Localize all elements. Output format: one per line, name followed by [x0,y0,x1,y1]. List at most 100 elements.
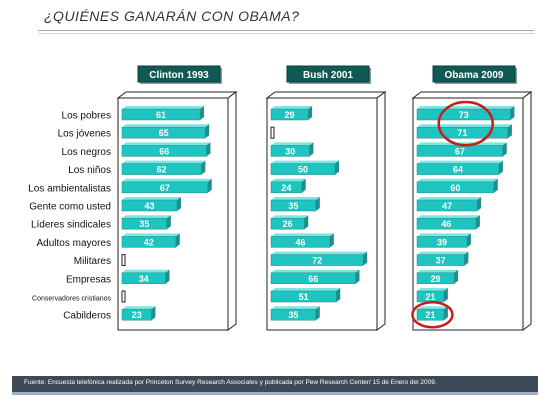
bar-obama-2009-lideres-sindicales [416,217,477,230]
bar-side-bush-2001-los-pobres [308,106,313,120]
bar-bush-2001-lideres-sindicales [270,217,305,230]
bar-side-bush-2001-adultos-mayores [329,233,334,248]
bar-top-bush-2001-cabilderos [271,306,320,310]
source-text: Fuente: Encuesta telefónica realizada po… [24,379,437,386]
bar-top-obama-2009-militares [417,251,469,255]
bar-label-bush-2001-lideres-sindicales: 26 [283,219,293,229]
bar-obama-2009-cabilderos [416,308,445,321]
bar-side-obama-2009-cabilderos [443,306,448,321]
bar-side-clinton-1993-adultos-mayores [175,233,180,248]
bar-bush-2001-los-negros [270,145,310,157]
title-divider [38,30,534,31]
bar-label-clinton-1993-cabilderos: 23 [132,310,142,320]
bar-top-bush-2001-los-ambientalistas [271,178,306,182]
bar-label-obama-2009-militares: 37 [436,256,446,266]
bar-top-obama-2009-lideres-sindicales [417,215,480,219]
bar-clinton-1993-adultos-mayores [121,236,177,248]
panel-header-label-obama-2009: Obama 2009 [445,70,504,81]
bar-side-obama-2009-militares [464,251,469,266]
bar-label-obama-2009-los-negros: 67 [455,146,465,156]
bar-label-bush-2001-los-ambientalistas: 24 [281,183,291,193]
bar-label-bush-2001-empresas: 66 [308,274,318,284]
bar-top-clinton-1993-lideres-sindicales [122,215,171,219]
bar-obama-2009-los-jovenes [416,126,509,139]
bar-clinton-1993-cabilderos [121,308,152,321]
bar-clinton-1993-militares [121,254,126,267]
bar-label-obama-2009-los-ambientalistas: 60 [450,183,460,193]
bar-obama-2009-los-ambientalistas [416,181,495,194]
bar-label-obama-2009-los-ninos: 64 [453,165,463,175]
bar-side-bush-2001-los-ninos [335,160,339,175]
bar-label-obama-2009-lideres-sindicales: 46 [441,219,451,229]
bar-obama-2009-los-pobres [416,108,511,121]
bar-side-obama-2009-conservadores-cristianos [443,288,448,302]
bar-top-bush-2001-gente-como-usted [271,197,320,200]
bar-top-bush-2001-lideres-sindicales [271,215,309,219]
bar-side-obama-2009-los-ninos [498,160,503,175]
bar-clinton-1993-los-jovenes [121,126,206,139]
bar-obama-2009-empresas [416,272,455,285]
bar-label-bush-2001-conservadores-cristianos: 51 [299,292,309,302]
bar-side-obama-2009-gente-como-usted [477,197,482,211]
bar-bush-2001-militares [270,254,364,266]
category-label-los-negros: Los negros [62,147,111,158]
bar-top-clinton-1993-gente-como-usted [122,197,182,200]
panel-side-obama-2009 [522,91,532,331]
slide-title: ¿QUIÉNES GANARÁN CON OBAMA? [44,8,300,24]
bar-label-obama-2009-adultos-mayores: 39 [437,237,447,247]
bar-bush-2001-gente-como-usted [270,199,317,212]
bar-side-obama-2009-empresas [454,269,459,284]
bar-label-bush-2001-adultos-mayores: 46 [295,237,305,247]
category-label-empresas: Empresas [66,274,111,285]
bar-side-clinton-1993-lideres-sindicales [166,215,171,230]
panel-header-obama-2009 [432,65,516,83]
bar-top-clinton-1993-los-ninos [122,160,206,164]
bar-clinton-1993-empresas [121,272,166,285]
panel-header-bush-2001 [286,65,370,83]
category-label-adultos-mayores: Adultos mayores [37,238,111,249]
bar-top-clinton-1993-empresas [122,269,170,273]
bar-label-obama-2009-los-jovenes: 71 [457,128,467,138]
bar-bush-2001-empresas [270,272,356,285]
bar-top-obama-2009-los-jovenes [417,124,512,128]
bar-bush-2001-adultos-mayores [270,236,331,248]
bar-top-obama-2009-los-pobres [417,106,515,109]
bar-label-clinton-1993-gente-como-usted: 43 [145,201,155,211]
bar-top-bush-2001-los-pobres [271,106,313,109]
bar-side-bush-2001-los-negros [309,142,314,157]
bar-label-clinton-1993-adultos-mayores: 42 [144,237,154,247]
bar-label-bush-2001-los-pobres: 29 [285,110,295,120]
highlight-circle-2 [411,300,454,329]
bar-top-bush-2001-militares [271,251,368,255]
category-label-los-jovenes: Los jóvenes [58,129,111,140]
bar-label-clinton-1993-los-pobres: 61 [156,110,166,120]
bar-side-obama-2009-los-pobres [510,106,515,120]
bar-side-clinton-1993-gente-como-usted [177,197,182,211]
bar-top-clinton-1993-los-negros [122,142,211,146]
bar-top-clinton-1993-los-jovenes [122,124,210,128]
bar-side-bush-2001-empresas [355,269,360,284]
bar-top-clinton-1993-adultos-mayores [122,233,180,237]
bar-clinton-1993-lideres-sindicales [121,217,168,230]
bar-side-bush-2001-militares [363,251,368,266]
highlight-circle-1 [437,100,494,147]
panel-top-bush-2001 [265,91,387,99]
panel-header-label-bush-2001: Bush 2001 [303,70,353,81]
bar-bush-2001-conservadores-cristianos [270,290,337,303]
bar-clinton-1993-los-pobres [121,108,201,121]
bar-label-bush-2001-los-ninos: 50 [298,165,308,175]
bar-side-clinton-1993-los-ninos [201,160,206,175]
panel-top-obama-2009 [411,91,533,99]
bar-clinton-1993-gente-como-usted [121,199,178,212]
bar-label-obama-2009-cabilderos: 21 [425,310,435,320]
bar-top-obama-2009-conservadores-cristianos [417,288,448,291]
panel-header-label-clinton-1993: Clinton 1993 [149,70,209,81]
category-label-lideres-sindicales: Líderes sindicales [31,220,111,231]
category-label-los-pobres: Los pobres [62,111,111,122]
panel-header-clinton-1993 [137,65,221,83]
bar-side-bush-2001-conservadores-cristianos [336,288,341,302]
bar-label-obama-2009-gente-como-usted: 47 [442,201,452,211]
bar-label-bush-2001-cabilderos: 35 [288,310,298,320]
